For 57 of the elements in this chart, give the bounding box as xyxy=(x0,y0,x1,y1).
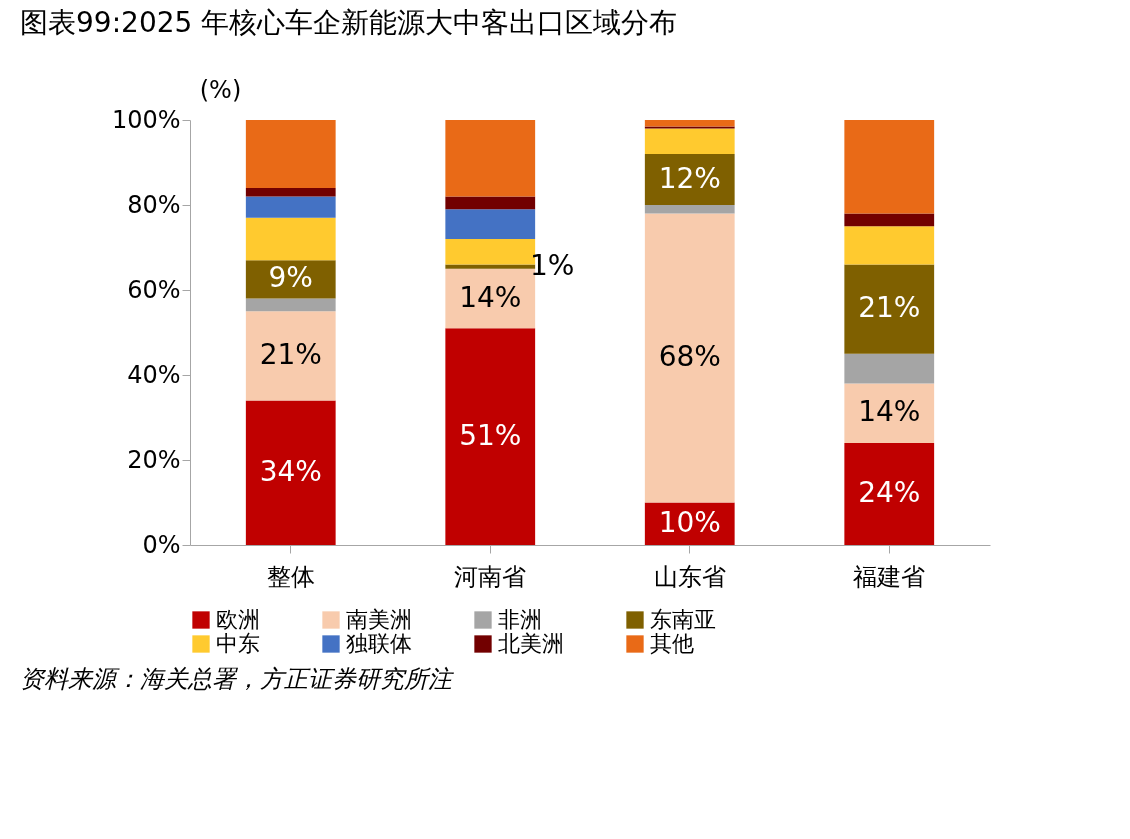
bar xyxy=(245,400,336,545)
text: 资料来源：海关总署，方正证券研究所注 xyxy=(20,665,454,693)
bar xyxy=(445,209,536,239)
x-tick-label: 山东省 xyxy=(653,562,726,591)
legend-label: 非洲 xyxy=(498,607,542,632)
data-label: 34% xyxy=(259,454,322,488)
y-tick-label: 100% xyxy=(111,105,181,134)
bar xyxy=(445,196,536,210)
y-tick-label: 60% xyxy=(127,275,181,304)
bar xyxy=(245,120,336,188)
bar xyxy=(445,328,536,545)
data-label: 24% xyxy=(858,476,921,509)
bar xyxy=(245,298,336,312)
legend-label: 独联体 xyxy=(346,631,412,656)
data-label: 51% xyxy=(459,418,522,452)
bar xyxy=(245,196,336,218)
chart-title: 图表99:2025 年核心车企新能源大中客出口区域分布 xyxy=(20,6,678,39)
y-tick-label: 20% xyxy=(127,445,181,474)
x-tick-label: 福建省 xyxy=(853,562,926,591)
legend-label: 北美洲 xyxy=(498,631,564,656)
data-label: 9% xyxy=(268,261,313,295)
data-label: 12% xyxy=(658,161,721,195)
x-tick-label: 整体 xyxy=(266,562,315,591)
bar xyxy=(844,226,935,265)
bar xyxy=(245,188,336,197)
bar xyxy=(844,264,935,354)
data-label: 21% xyxy=(858,291,921,325)
x-tick-label: 河南省 xyxy=(454,562,527,591)
y-tick-label: 80% xyxy=(127,190,181,219)
data-label: 14% xyxy=(858,395,921,429)
data-label: 1% xyxy=(530,248,575,282)
bar xyxy=(245,311,336,401)
y-tick-label: 40% xyxy=(127,360,181,389)
legend-label: 其他 xyxy=(650,631,694,656)
bar xyxy=(644,205,735,214)
bar xyxy=(644,213,735,503)
data-label: 21% xyxy=(259,337,322,371)
bar xyxy=(644,120,735,127)
bar xyxy=(445,120,536,197)
bar xyxy=(844,120,935,214)
data-label: 14% xyxy=(459,280,522,314)
legend-label: 中东 xyxy=(216,631,260,656)
bar xyxy=(245,217,336,261)
legend-label: 东南亚 xyxy=(650,607,716,632)
legend-label: 欧洲 xyxy=(216,607,260,632)
bar xyxy=(844,383,935,443)
legend-label: 南美洲 xyxy=(346,607,412,632)
data-label: 10% xyxy=(658,505,721,539)
y-tick-label: 0% xyxy=(142,530,181,559)
bar xyxy=(844,213,935,227)
y-axis-title: (%) xyxy=(199,75,242,104)
bar xyxy=(844,443,935,545)
bar xyxy=(644,126,735,129)
bar xyxy=(644,128,735,154)
bar xyxy=(245,260,336,299)
data-label: 68% xyxy=(658,340,721,373)
bar xyxy=(844,353,935,384)
